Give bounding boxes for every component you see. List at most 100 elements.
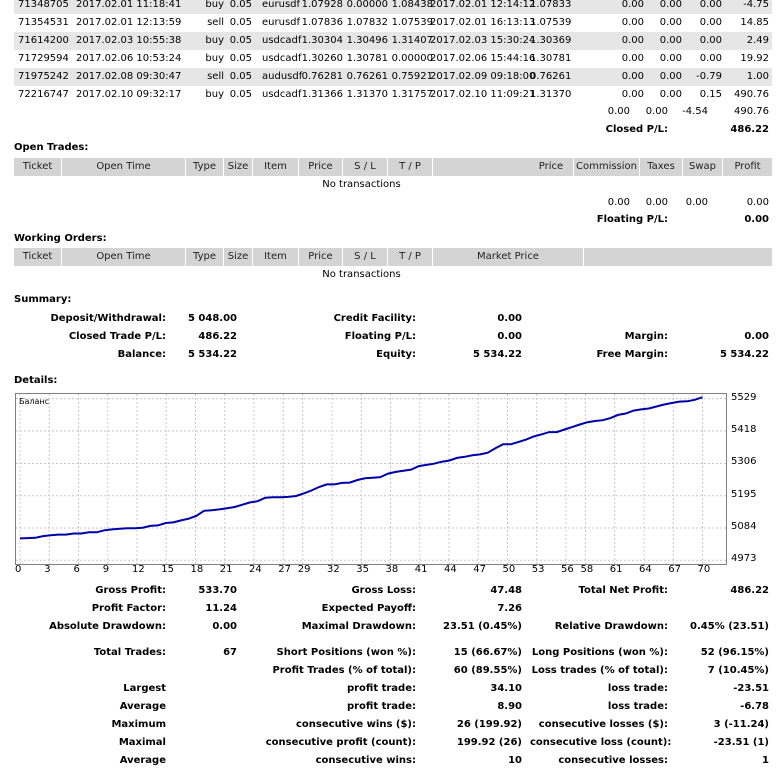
cell-taxes: 0.00 xyxy=(659,53,682,64)
col-type: Type xyxy=(186,158,224,176)
col-profit: Profit xyxy=(734,161,761,172)
avg-loss-label: loss trade: xyxy=(607,701,668,712)
col-swap: Swap xyxy=(683,158,723,176)
max-loss-count-label: consecutive loss (count): xyxy=(530,737,672,748)
max-profit-count-value: 199.92 (26) xyxy=(456,737,522,748)
profit-factor-value: 11.24 xyxy=(205,603,237,614)
cell-swap: 0.00 xyxy=(699,35,722,46)
avg-losses-label: consecutive losses: xyxy=(558,755,668,766)
cell-size: 0.05 xyxy=(229,89,252,100)
cell-close-price: 1.30781 xyxy=(530,53,572,64)
cell-type: buy xyxy=(205,53,224,64)
cell-tp: 1.31407 xyxy=(391,35,433,46)
average-label: Average xyxy=(119,701,166,712)
free-margin-label: Free Margin: xyxy=(596,349,668,360)
floating-pl-label: Floating P/L: xyxy=(596,214,668,225)
cell-ticket: 71975242 xyxy=(18,71,69,82)
cell-commission: 0.00 xyxy=(621,0,644,10)
cell-sl: 1.31370 xyxy=(346,89,388,100)
cell-item: eurusdf xyxy=(262,0,301,10)
x-tick-label: 9 xyxy=(102,564,110,575)
total-profit: 490.76 xyxy=(734,106,769,117)
working-orders-header: Ticket Open Time Type Size Item Price S … xyxy=(14,248,772,266)
max-wins-value: 26 (199.92) xyxy=(456,719,522,730)
gross-profit-value: 533.70 xyxy=(198,585,237,596)
x-tick-label: 50 xyxy=(502,564,516,575)
cell-profit: 490.76 xyxy=(734,89,769,100)
cell-tp: 1.08438 xyxy=(391,0,433,10)
avg-losses-value: 1 xyxy=(762,755,769,766)
x-tick-label: 61 xyxy=(609,564,623,575)
max-losses-value: 3 (-11.24) xyxy=(713,719,769,730)
cell-close-price: 1.07833 xyxy=(530,0,572,10)
cell-size: 0.05 xyxy=(229,35,252,46)
cell-close-time: 2017.02.01 16:13:13 xyxy=(430,17,536,28)
cell-close-price: 1.31370 xyxy=(530,89,572,100)
total-net-label: Total Net Profit: xyxy=(578,585,668,596)
max-profit-count-label: consecutive profit (count): xyxy=(265,737,416,748)
cell-sl: 1.30496 xyxy=(346,35,388,46)
cell-profit: -4.75 xyxy=(743,0,769,10)
rel-drawdown-value: 0.45% (23.51) xyxy=(690,621,769,632)
x-tick-label: 3 xyxy=(44,564,51,575)
cell-profit: 19.92 xyxy=(740,53,769,64)
cell-open-time: 2017.02.08 09:30:47 xyxy=(76,71,182,82)
credit-label: Credit Facility: xyxy=(333,313,416,324)
x-tick-label: 12 xyxy=(132,564,145,575)
cell-open-time: 2017.02.10 09:32:17 xyxy=(76,89,182,100)
x-tick-label: 35 xyxy=(356,564,369,575)
max-loss-count-value: -23.51 (1) xyxy=(713,737,769,748)
table-row: 71354531 2017.02.01 12:13:59 sell 0.05 eurus… xyxy=(14,14,772,32)
total-trades-label: Total Trades: xyxy=(93,647,166,658)
col-open-time: Open Time xyxy=(62,248,186,266)
x-tick-label: 44 xyxy=(444,564,457,575)
cell-type: sell xyxy=(207,17,224,28)
cell-taxes: 0.00 xyxy=(659,89,682,100)
avg-wins-value: 10 xyxy=(508,755,522,766)
table-row: 71348705 2017.02.01 11:18:41 buy 0.05 eurusd… xyxy=(14,0,772,14)
cell-taxes: 0.00 xyxy=(659,17,682,28)
y-tick-label: 5306 xyxy=(731,456,757,468)
total-swap: -4.54 xyxy=(682,106,708,117)
summary-floating-label: Floating P/L: xyxy=(344,331,416,342)
col-sl: S / L xyxy=(343,248,388,266)
max-wins-label: consecutive wins ($): xyxy=(295,719,416,730)
details-title: Details: xyxy=(14,375,58,386)
cell-tp: 0.00000 xyxy=(391,53,433,64)
cell-commission: 0.00 xyxy=(621,53,644,64)
largest-loss-value: -23.51 xyxy=(733,683,769,694)
avg-loss-value: -6.78 xyxy=(740,701,769,712)
x-tick-label: 0 xyxy=(15,564,22,575)
equity-value: 5 534.22 xyxy=(472,349,522,360)
x-tick-label: 21 xyxy=(219,564,233,575)
total-taxes: 0.00 xyxy=(645,106,668,117)
cell-close-time: 2017.02.03 15:30:24 xyxy=(430,35,536,46)
free-margin-value: 5 534.22 xyxy=(719,349,769,360)
cell-item: usdcadf xyxy=(262,89,302,100)
cell-sl: 1.30781 xyxy=(346,53,388,64)
col-open-time: Open Time xyxy=(62,158,186,176)
col-market-price: Market Price xyxy=(433,248,584,266)
long-positions-value: 52 (96.15%) xyxy=(700,647,769,658)
max-losses-label: consecutive losses ($): xyxy=(538,719,668,730)
cell-price: 1.07928 xyxy=(301,0,343,10)
cell-price: 1.30304 xyxy=(301,35,343,46)
x-tick-label: 38 xyxy=(385,564,399,575)
cell-swap: 0.00 xyxy=(699,17,722,28)
cell-profit: 14.85 xyxy=(740,17,769,28)
col-ticket: Ticket xyxy=(14,158,62,176)
col-close-price: Price xyxy=(529,158,574,176)
x-tick-label: 64 xyxy=(639,564,652,575)
x-tick-label: 53 xyxy=(531,564,545,575)
col-tp: T / P xyxy=(388,248,433,266)
x-tick-label: 47 xyxy=(473,564,486,575)
cell-open-time: 2017.02.01 11:18:41 xyxy=(76,0,182,10)
average2-label: Average xyxy=(119,755,166,766)
cell-ticket: 71729594 xyxy=(18,53,69,64)
col-commission: Commission xyxy=(574,158,640,176)
cell-type: sell xyxy=(207,71,224,82)
col-size: Size xyxy=(224,248,253,266)
open-total-taxes: 0.00 xyxy=(645,197,668,208)
cell-swap: 0.15 xyxy=(699,89,722,100)
col-price: Price xyxy=(299,158,343,176)
